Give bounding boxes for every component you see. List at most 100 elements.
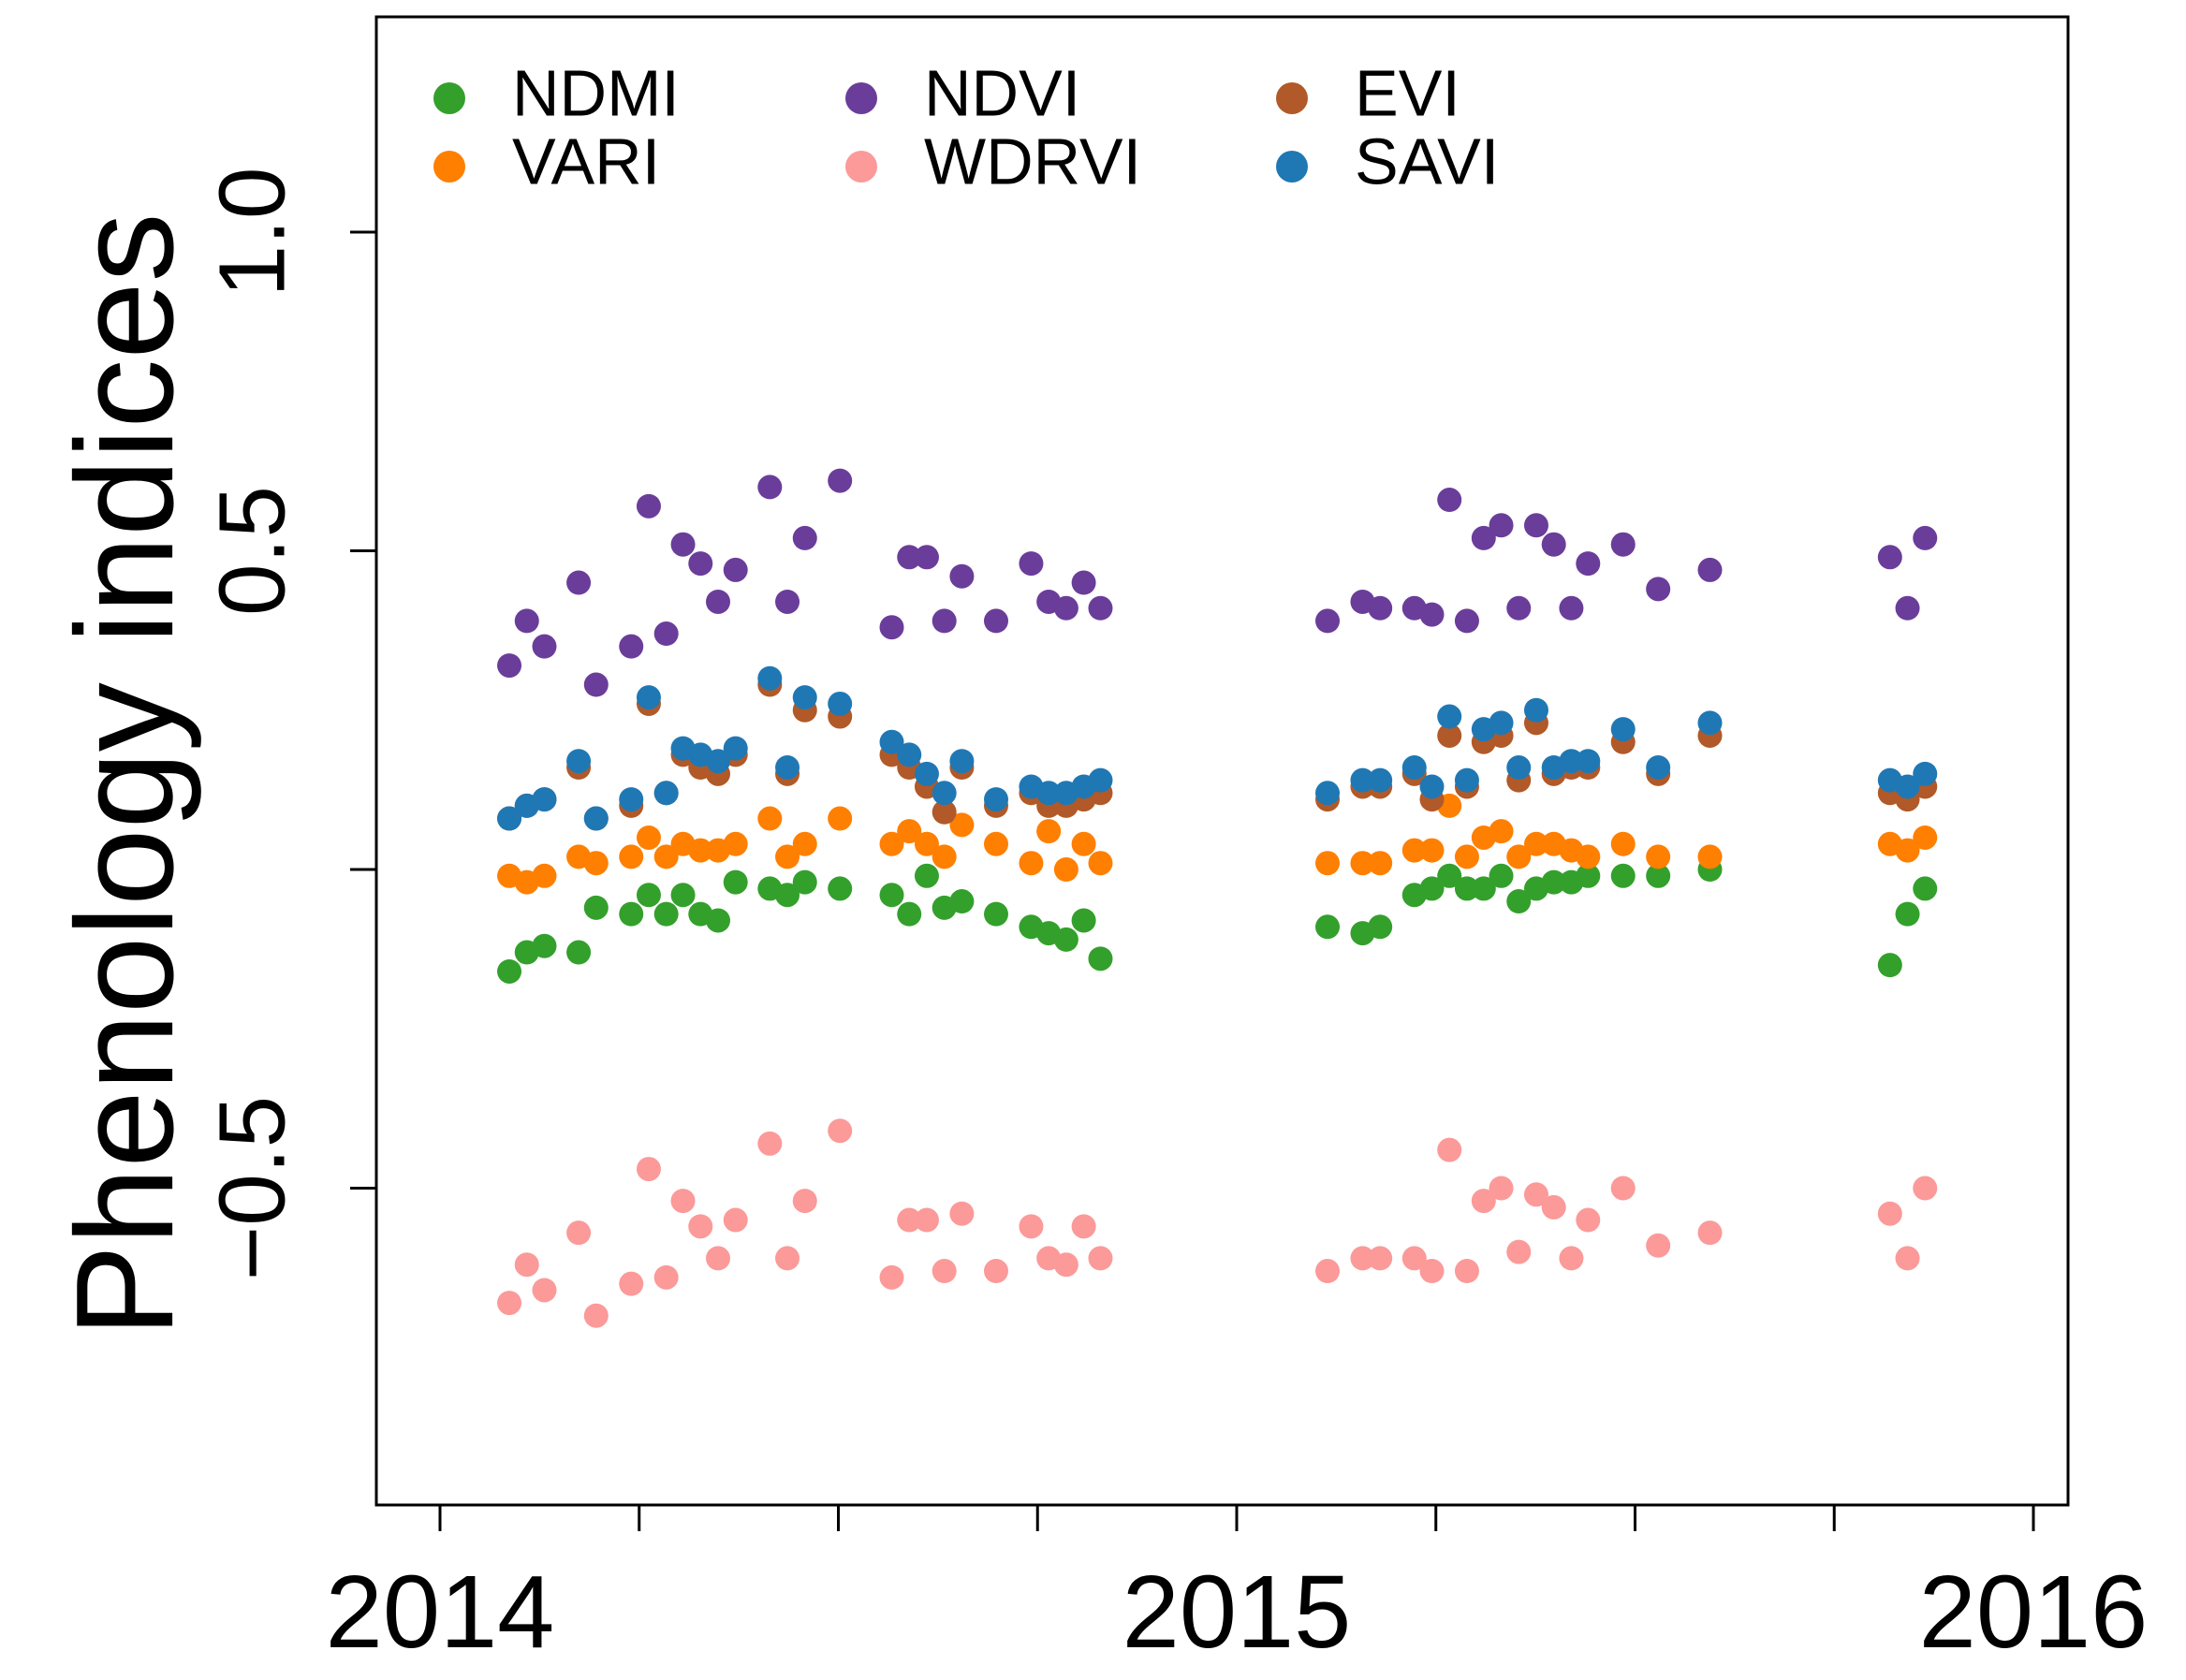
vari-point [1697, 844, 1723, 869]
wdrvi-point [1697, 1220, 1723, 1246]
savi-point [1368, 767, 1393, 793]
ndmi-point [636, 883, 661, 908]
legend-label: VARI [512, 124, 660, 197]
evi-point [932, 799, 957, 825]
wdrvi-point [828, 1118, 853, 1144]
ndvi-point [1559, 595, 1584, 621]
y-tick-label: −0.5 [199, 1096, 304, 1280]
ndmi-point [949, 889, 975, 914]
ndmi-point [1471, 876, 1496, 901]
ndvi-point [792, 525, 817, 550]
ndvi-point [897, 545, 922, 570]
ndmi-point [1610, 863, 1636, 888]
vari-point [828, 806, 853, 831]
ndmi-point [566, 940, 592, 965]
data-points [497, 468, 1938, 1328]
ndvi-point [757, 475, 783, 500]
savi-point [1088, 767, 1113, 793]
ndmi-point [1541, 869, 1566, 895]
ndvi-point [949, 563, 975, 589]
vari-point [1350, 851, 1375, 876]
ndvi-point [879, 615, 904, 640]
series-wdrvi [497, 1118, 1938, 1328]
savi-point [532, 787, 557, 812]
legend-marker [1276, 82, 1308, 114]
legend-item-evi: EVI [1276, 56, 1460, 129]
savi-point [723, 736, 748, 761]
wdrvi-point [532, 1278, 557, 1303]
wdrvi-point [1877, 1201, 1902, 1226]
ndvi-point [983, 608, 1008, 634]
savi-point [1576, 749, 1601, 774]
ndvi-point [1489, 513, 1514, 538]
legend-label: WDRVI [924, 124, 1141, 197]
ndmi-point [583, 895, 609, 920]
wdrvi-point [983, 1259, 1008, 1284]
savi-point [1895, 774, 1920, 799]
ndmi-point [1489, 863, 1514, 888]
vari-point [532, 863, 557, 888]
savi-point [1315, 781, 1341, 806]
wdrvi-point [757, 1131, 783, 1156]
ndmi-point [619, 901, 644, 927]
savi-point [705, 749, 730, 774]
ndvi-point [1541, 532, 1566, 557]
savi-point [792, 685, 817, 710]
ndvi-point [1088, 595, 1113, 621]
wdrvi-point [897, 1207, 922, 1233]
legend-label: NDMI [512, 56, 680, 129]
vari-point [792, 831, 817, 856]
ndvi-point [1523, 513, 1548, 538]
ndvi-point [932, 608, 957, 634]
vari-point [1506, 844, 1532, 869]
wdrvi-point [1895, 1246, 1920, 1271]
x-tick-label: 2015 [1122, 1555, 1352, 1670]
wdrvi-point [1019, 1214, 1044, 1239]
ndvi-point [619, 634, 644, 659]
savi-point [828, 691, 853, 716]
wdrvi-point [670, 1189, 696, 1214]
vari-point [583, 851, 609, 876]
savi-point [1489, 710, 1514, 736]
y-axis-label: Phenology indices [48, 212, 202, 1337]
ndmi-point [1437, 863, 1462, 888]
ndmi-point [1454, 876, 1479, 901]
ndvi-point [1877, 545, 1902, 570]
savi-point [897, 742, 922, 767]
ndvi-point [1053, 595, 1078, 621]
ndvi-point [723, 557, 748, 582]
vari-point [1523, 831, 1548, 856]
savi-point [1559, 749, 1584, 774]
ndmi-point [497, 958, 522, 984]
vari-point [1610, 831, 1636, 856]
series-ndmi [497, 857, 1938, 984]
ndmi-point [670, 883, 696, 908]
ndmi-point [914, 863, 939, 888]
ndmi-point [723, 869, 748, 895]
wdrvi-point [1088, 1246, 1113, 1271]
x-tick-label: 2014 [326, 1555, 555, 1670]
savi-point [1610, 717, 1636, 742]
ndvi-point [1315, 608, 1341, 634]
x-axis: 2014 2015 2016 [326, 1503, 2148, 1670]
legend-marker [433, 82, 465, 114]
legend-item-vari: VARI [433, 124, 660, 197]
ndmi-point [775, 883, 800, 908]
vari-point [914, 831, 939, 856]
wdrvi-point [1489, 1176, 1514, 1201]
ndvi-point [1437, 488, 1462, 513]
ndmi-point [1088, 946, 1113, 971]
savi-point [914, 761, 939, 786]
ndmi-point [1576, 863, 1601, 888]
vari-point [1454, 844, 1479, 869]
legend: NDMI NDVI EVI VARI WDRVI SAVI [433, 56, 1499, 197]
vari-point [1368, 851, 1393, 876]
wdrvi-point [1610, 1176, 1636, 1201]
vari-point [653, 844, 679, 869]
ndmi-point [653, 901, 679, 927]
ndvi-point [670, 532, 696, 557]
ndvi-point [583, 672, 609, 697]
vari-point [1401, 838, 1427, 863]
